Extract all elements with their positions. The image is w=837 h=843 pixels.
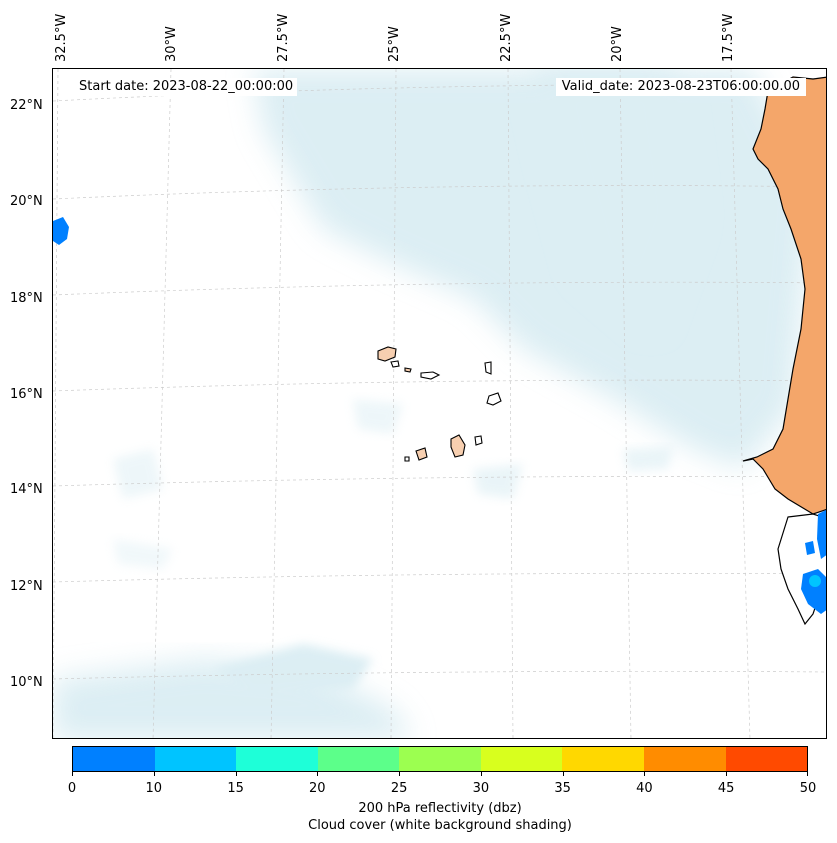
start-date-label: Start date: 2023-08-22_00:00:00 [75, 78, 298, 96]
colorbar-tick-mark [562, 772, 564, 776]
colorbar-segment-4 [399, 747, 481, 771]
colorbar-segment-0 [73, 747, 155, 771]
map-panel: Start date: 2023-08-22_00:00:00 Valid_da… [52, 68, 827, 739]
colorbar-segment-2 [236, 747, 318, 771]
colorbar-segment-7 [643, 747, 726, 771]
colorbar-tick-mark [644, 772, 646, 776]
lat-label-20n: 20°N [10, 194, 43, 209]
reflectivity-cell-west [53, 217, 69, 245]
colorbar-tick-label: 35 [554, 781, 571, 796]
lat-label-10n: 10°N [10, 675, 43, 690]
valid-date-label: Valid_date: 2023-08-23T06:00:00.00 [555, 78, 806, 96]
lat-label-16n: 16°N [10, 387, 43, 402]
colorbar-segment-5 [480, 747, 563, 771]
colorbar-segment-8 [725, 747, 808, 771]
cloud-cover-shading [53, 69, 813, 738]
colorbar-tick-label: 0 [67, 781, 77, 796]
colorbar-tick-label: 15 [227, 781, 244, 796]
colorbar-segment-6 [562, 747, 644, 771]
colorbar-tick-mark [726, 772, 728, 776]
lat-label-22n: 22°N [10, 98, 43, 113]
colorbar-tick-label: 25 [390, 781, 408, 796]
cape-verde-islands [377, 346, 502, 462]
colorbar-tick-mark [807, 772, 808, 776]
lon-label-20w: 20°W [610, 26, 625, 62]
colorbar-tick-mark [153, 772, 155, 776]
reflectivity-cell-east-1 [817, 510, 826, 559]
colorbar-tick-mark [480, 772, 482, 776]
lon-label-30w: 30°W [164, 26, 179, 62]
africa-coastline [742, 76, 826, 515]
lon-label-25w: 25°W [387, 26, 402, 62]
colorbar-tick-mark [399, 772, 401, 776]
colorbar-tick-label: 45 [717, 781, 735, 796]
graticule [53, 69, 826, 738]
lon-label-32-5w: 32.5°W [54, 13, 69, 62]
lon-label-17-5w: 17.5°W [721, 13, 736, 62]
colorbar-tick-label: 30 [472, 781, 490, 796]
colorbar-tick-mark [235, 772, 237, 776]
colorbar-label-cloud-cover: Cloud cover (white background shading) [308, 818, 572, 833]
colorbar-tick-mark [317, 772, 319, 776]
lon-label-27-5w: 27.5°W [276, 13, 291, 62]
colorbar-tick-label: 50 [799, 781, 817, 796]
colorbar-tick-mark [72, 772, 73, 776]
reflectivity-colorbar [72, 746, 808, 772]
lat-label-12n: 12°N [10, 579, 43, 594]
colorbar-tick-label: 20 [309, 781, 326, 796]
colorbar-segment-3 [317, 747, 400, 771]
colorbar-label-reflectivity: 200 hPa reflectivity (dbz) [358, 801, 522, 816]
map-canvas [53, 69, 826, 738]
reflectivity-cell-east-3 [805, 541, 815, 555]
lat-label-14n: 14°N [10, 482, 43, 497]
colorbar-tick-label: 10 [145, 781, 163, 796]
colorbar-segment-1 [154, 747, 237, 771]
reflectivity-core [809, 575, 821, 587]
lon-label-22-5w: 22.5°W [499, 13, 514, 62]
colorbar-tick-label: 40 [636, 781, 653, 796]
lat-label-18n: 18°N [10, 291, 43, 306]
